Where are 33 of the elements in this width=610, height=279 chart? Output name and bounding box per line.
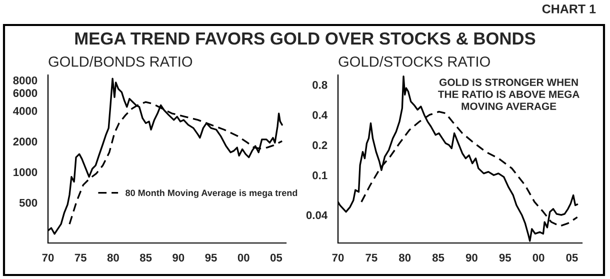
- x-tick-label: 75: [74, 254, 86, 262]
- chart-title: GOLD/STOCKS RATIO: [338, 56, 490, 67]
- x-tick-label: 70: [42, 254, 54, 262]
- annotation: GOLD IS STRONGER WHEN THE RATIO IS ABOVE MEGA MOVING AVERAGE: [438, 78, 580, 110]
- x-tick-label: 05: [270, 254, 282, 262]
- x-tick-label: 85: [432, 254, 444, 262]
- x-tick-label: 00: [238, 254, 250, 262]
- x-tick-label: 80: [107, 254, 119, 262]
- caption: CHART 1: [542, 4, 596, 14]
- x-tick-label: 90: [172, 254, 184, 262]
- y-tick-label: 0.4: [312, 111, 328, 119]
- y-tick-label: 0.2: [312, 141, 328, 150]
- x-tick-label: 75: [366, 254, 378, 262]
- text: MEGA TREND FAVORS GOLD OVER STOCKS & BONDS: [75, 32, 536, 45]
- y-tick-label: 0.04: [306, 211, 328, 220]
- y-tick-label: 2000: [13, 138, 38, 146]
- y-tick-label: 4000: [13, 107, 38, 115]
- y-tick-label: 8000: [13, 76, 38, 84]
- chart-title: GOLD/BONDS RATIO: [48, 56, 192, 67]
- x-tick-label: 90: [466, 254, 478, 262]
- legend-label: 80 Month Moving Average is mega trend: [126, 189, 298, 198]
- x-tick-label: 95: [205, 254, 217, 262]
- x-tick-label: 80: [399, 254, 411, 262]
- y-tick-label: 0.8: [312, 80, 328, 89]
- y-tick-label: 500: [19, 198, 38, 207]
- x-tick-label: 95: [499, 254, 511, 262]
- y-tick-label: 0.1: [312, 171, 328, 180]
- y-tick-label: 6000: [13, 89, 38, 98]
- x-tick-label: 00: [532, 254, 544, 262]
- x-tick-label: 05: [566, 254, 578, 262]
- x-tick-label: 70: [332, 254, 344, 262]
- x-tick-label: 85: [140, 254, 152, 262]
- y-tick-label: 1000: [14, 168, 38, 176]
